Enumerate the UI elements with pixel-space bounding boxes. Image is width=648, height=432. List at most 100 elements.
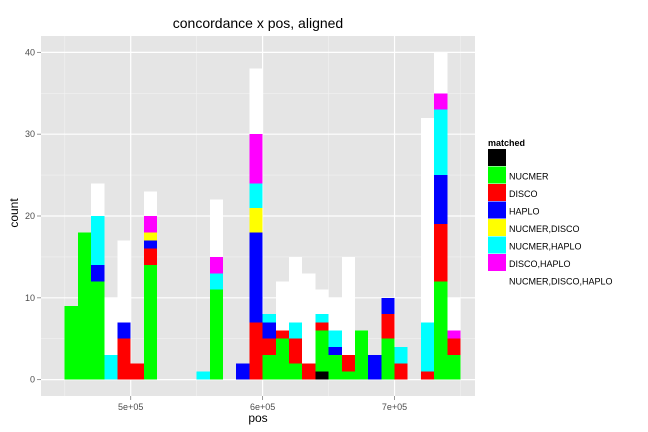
bar-segment-nucmer-haplo (196, 371, 210, 380)
bar-segment-nucmer (434, 281, 448, 380)
legend-label: NUCMER (509, 172, 549, 182)
bar-segment-nucmer-disco-haplo (249, 68, 263, 135)
bar-segment-haplo (328, 346, 342, 356)
bar-segment-nucmer (354, 330, 369, 380)
y-tick-label: 10 (25, 293, 35, 303)
bar-segment-nucmer (328, 355, 342, 380)
legend-label: DISCO,HAPLO (509, 259, 571, 269)
bar-segment-nucmer-disco (143, 232, 158, 241)
legend-key (488, 166, 506, 184)
legend-label: DISCO (509, 189, 538, 199)
bar-segment-disco (315, 322, 329, 331)
bar-segment-nucmer-disco (249, 207, 263, 233)
bar-segment-nucmer-haplo (262, 314, 276, 323)
bar-segment-disco (117, 338, 131, 380)
bar-segment-nucmer (447, 355, 461, 380)
chart-title: concordance x pos, aligned (173, 15, 343, 31)
bar-segment-nucmer (381, 338, 395, 380)
legend-key (488, 219, 506, 236)
bar-segment-disco (130, 363, 144, 380)
legend: matched NUCMERDISCOHAPLONUCMER,DISCONUCM… (488, 138, 613, 289)
bar-segment-nucmer-disco-haplo (328, 297, 342, 331)
bar-segment-disco-haplo (249, 134, 263, 184)
bar-segment-nucmer-haplo (434, 109, 448, 176)
y-tick-label: 40 (25, 47, 35, 57)
bar-segment-nucmer-disco-haplo (341, 256, 355, 356)
legend-key (488, 236, 506, 254)
y-axis-title: count (7, 198, 21, 228)
x-tick-label: 5e+05 (118, 402, 143, 412)
bar-segment-disco (249, 322, 263, 380)
bar-segment-disco (420, 371, 435, 380)
legend-key (488, 149, 506, 166)
bar-segment-nucmer-haplo (91, 216, 105, 266)
legend-title: matched (488, 138, 525, 148)
bar-segment-disco (434, 224, 448, 282)
bar-segment-disco (143, 248, 158, 266)
y-axis: 0 10 20 30 40 (25, 47, 41, 385)
bar-segment-nucmer-disco-haplo (434, 52, 448, 94)
x-tick-label: 6e+05 (250, 402, 275, 412)
bar-segment-haplo (143, 240, 158, 249)
bar-segment-nucmer-haplo (394, 346, 408, 364)
bar-segment-nucmer (315, 330, 329, 372)
bar-segment-nucmer (275, 338, 289, 380)
legend-label: HAPLO (509, 207, 540, 217)
legend-key (488, 184, 506, 201)
legend-key (488, 201, 506, 219)
bar-segment-disco (289, 338, 303, 364)
bar-segment-nucmer (64, 306, 78, 380)
bar-segment-unlabeled (315, 371, 329, 380)
bar-segment-nucmer-disco-haplo (209, 199, 224, 257)
bar-segment-disco (394, 363, 408, 380)
bar-segment-nucmer-haplo (420, 322, 435, 372)
stacked-bars (64, 52, 461, 380)
bar-segment-nucmer (289, 363, 303, 380)
bar-segment-disco-haplo (434, 93, 448, 110)
bar-segment-nucmer (77, 232, 92, 380)
bar-segment-nucmer (143, 265, 158, 380)
bar-segment-nucmer-haplo (315, 314, 329, 323)
bar-segment-nucmer (209, 289, 224, 380)
legend-label: NUCMER,DISCO,HAPLO (509, 277, 613, 287)
bar-segment-haplo (434, 175, 448, 225)
bar-segment-nucmer-haplo (249, 183, 263, 208)
bar-segment-disco (262, 338, 276, 356)
bar-segment-nucmer-disco-haplo (143, 191, 158, 216)
legend-items: NUCMER DISCO HAPLO NUCMER,DISCO NUCMER,HAPLO… (488, 149, 613, 289)
bar-segment-nucmer-haplo (104, 355, 118, 380)
bar-segment-disco-haplo (143, 216, 158, 233)
bar-segment-nucmer-disco-haplo (447, 297, 461, 331)
bar-segment-disco (341, 355, 355, 372)
bar-segment-disco-haplo (447, 330, 461, 339)
y-tick-label: 0 (30, 375, 35, 385)
x-tick-label: 7e+05 (382, 402, 407, 412)
bar-segment-nucmer-disco-haplo (91, 183, 105, 216)
bar-segment-haplo (117, 322, 131, 339)
bar-segment-nucmer (91, 281, 105, 380)
bar-segment-haplo (236, 363, 250, 380)
legend-label: NUCMER,HAPLO (509, 242, 582, 252)
bar-segment-nucmer-disco-haplo (275, 281, 289, 331)
bar-segment-haplo (249, 232, 263, 323)
bar-segment-haplo (262, 322, 276, 339)
y-tick-label: 20 (25, 211, 35, 221)
bar-segment-nucmer-disco-haplo (289, 256, 303, 323)
bar-segment-nucmer-disco-haplo (302, 273, 316, 364)
legend-label: NUCMER,DISCO (509, 224, 580, 234)
bar-segment-disco (275, 330, 289, 339)
bar-segment-haplo (91, 265, 105, 282)
legend-key (488, 254, 506, 271)
bar-segment-nucmer-haplo (289, 322, 303, 339)
y-tick-label: 30 (25, 129, 35, 139)
bar-segment-nucmer (262, 355, 276, 380)
x-axis-title: pos (248, 411, 267, 425)
bar-segment-nucmer-haplo (328, 330, 342, 347)
bar-segment-haplo (381, 297, 395, 315)
x-axis: 5e+05 6e+05 7e+05 (118, 396, 407, 412)
bar-segment-nucmer-disco-haplo (315, 289, 329, 315)
bar-segment-nucmer-disco-haplo (117, 240, 131, 323)
bar-segment-nucmer-disco-haplo (104, 297, 118, 356)
bar-segment-disco (302, 363, 316, 380)
bar-segment-disco (381, 314, 395, 339)
